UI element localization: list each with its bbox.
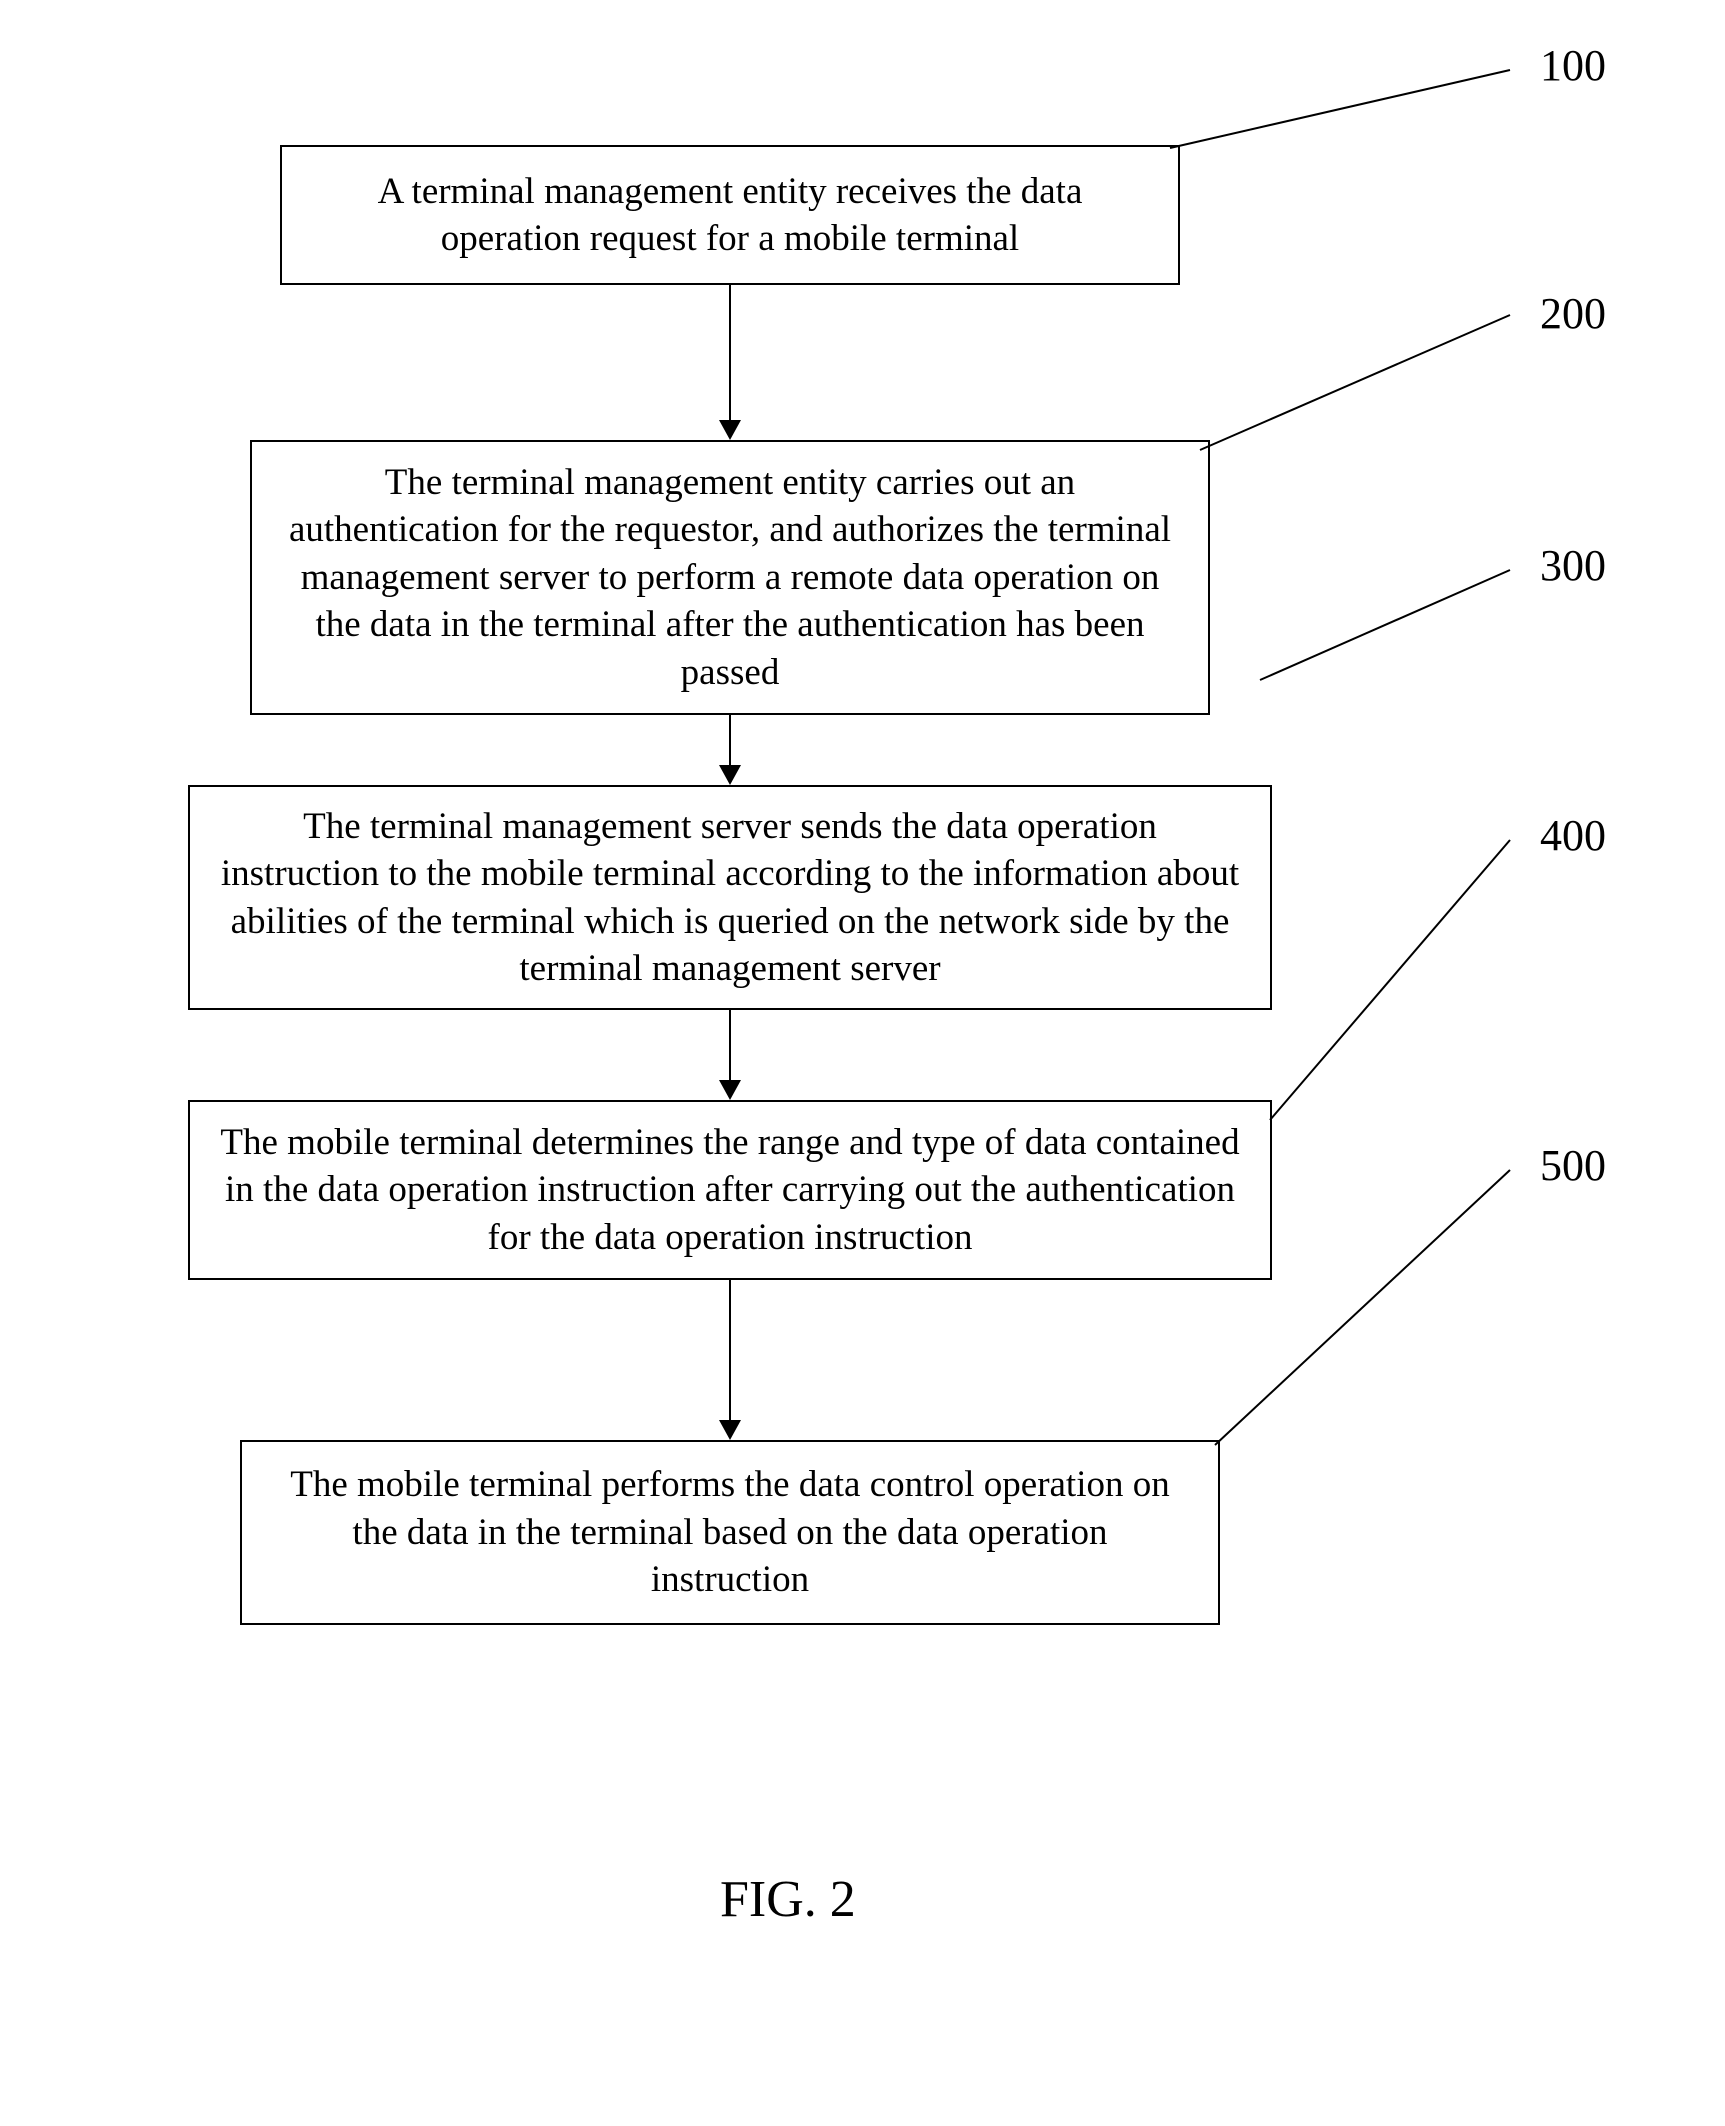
node-label-200: 200: [1540, 288, 1606, 339]
node-label-400: 400: [1540, 810, 1606, 861]
node-text: The terminal management entity carries o…: [282, 459, 1178, 696]
arrow-100-200: [719, 285, 741, 440]
node-text: The terminal management server sends the…: [220, 803, 1240, 992]
node-text: The mobile terminal determines the range…: [220, 1119, 1240, 1261]
node-label-300: 300: [1540, 540, 1606, 591]
flowchart-node-400: The mobile terminal determines the range…: [188, 1100, 1272, 1280]
node-label-100: 100: [1540, 40, 1606, 91]
flowchart-node-500: The mobile terminal performs the data co…: [240, 1440, 1220, 1625]
node-text: The mobile terminal performs the data co…: [272, 1461, 1188, 1603]
flowchart-node-300: The terminal management server sends the…: [188, 785, 1272, 1010]
flowchart-node-200: The terminal management entity carries o…: [250, 440, 1210, 715]
flowchart-node-100: A terminal management entity receives th…: [280, 145, 1180, 285]
arrow-200-300: [719, 715, 741, 785]
figure-caption: FIG. 2: [720, 1870, 856, 1929]
arrow-400-500: [719, 1280, 741, 1440]
node-label-500: 500: [1540, 1140, 1606, 1191]
arrow-300-400: [719, 1010, 741, 1100]
node-text: A terminal management entity receives th…: [312, 168, 1148, 263]
